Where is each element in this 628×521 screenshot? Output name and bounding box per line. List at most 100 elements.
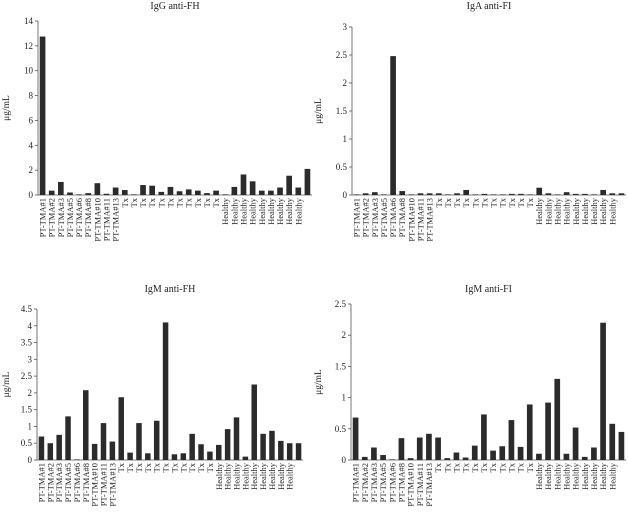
igm-anti-fi-bar bbox=[416, 437, 423, 460]
igg-anti-fh-category-label: Healthy bbox=[257, 197, 267, 225]
igg-anti-fh-bar bbox=[112, 187, 119, 195]
igg-anti-fh-y-tick-label: 14 bbox=[24, 16, 34, 26]
igm-anti-fh-category-label: Healthy bbox=[232, 462, 242, 490]
igg-anti-fh-bar bbox=[304, 168, 311, 195]
igm-anti-fh-category-label: PT-TMA#10 bbox=[90, 463, 100, 507]
iga-anti-fi-bar bbox=[399, 191, 406, 195]
igg-anti-fh-bar bbox=[277, 187, 283, 195]
igm-anti-fi-category-label: Tx bbox=[516, 462, 526, 472]
igg-anti-fh-bar bbox=[286, 175, 292, 195]
igm-anti-fi-bar bbox=[600, 322, 606, 460]
iga-anti-fi-bar bbox=[618, 193, 625, 195]
igm-anti-fh-bar bbox=[153, 420, 160, 460]
igm-anti-fi-bar bbox=[508, 420, 515, 460]
iga-anti-fi-bar bbox=[509, 193, 515, 195]
iga-anti-fi-y-tick-label: 0 bbox=[343, 190, 348, 200]
igm-anti-fh-bar bbox=[251, 384, 257, 460]
igg-anti-fh-category-label: Healthy bbox=[293, 197, 303, 225]
iga-anti-fi-bar bbox=[490, 194, 497, 195]
igg-anti-fh-y-tick-label: 6 bbox=[29, 115, 34, 125]
igm-anti-fi-bar bbox=[389, 459, 396, 460]
igg-anti-fh-bar bbox=[85, 193, 92, 195]
igm-anti-fh-category-label: Tx bbox=[161, 462, 171, 472]
igm-anti-fi-bar bbox=[563, 453, 570, 460]
igm-anti-fi-bar bbox=[462, 457, 469, 460]
iga-anti-fi-category-label: Tx bbox=[470, 197, 480, 207]
igm-anti-fh-bar bbox=[56, 434, 62, 460]
igm-anti-fh-category-label: PT-TMA#2 bbox=[45, 463, 55, 502]
iga-anti-fi-bar bbox=[463, 189, 469, 195]
iga-anti-fi-y-tick-label: 0.5 bbox=[336, 162, 348, 172]
igg-anti-fh-bar bbox=[167, 186, 174, 195]
igg-anti-fh-bar bbox=[176, 191, 183, 195]
igm-anti-fh-bar bbox=[38, 436, 45, 460]
igg-anti-fh-bar bbox=[76, 194, 82, 195]
iga-anti-fi-y-tick-label: 3 bbox=[343, 22, 348, 32]
iga-anti-fi-category-label: PT-TMA#10 bbox=[406, 198, 416, 242]
igm-anti-fi-bar bbox=[581, 456, 588, 460]
iga-anti-fi-category-label: Tx bbox=[443, 197, 453, 207]
igm-anti-fh-category-label: PT-TMA#13 bbox=[107, 463, 117, 507]
iga-anti-fi-category-label: PT-TMA#5 bbox=[379, 198, 389, 237]
igg-anti-fh-bar bbox=[268, 190, 274, 195]
iga-anti-fi-bar bbox=[481, 193, 488, 195]
iga-anti-fi-category-label: Tx bbox=[489, 197, 499, 207]
igm-anti-fi-y-tick-label: 1.5 bbox=[335, 361, 347, 371]
igg-anti-fh-y-tick-label: 0 bbox=[29, 190, 34, 200]
iga-anti-fi-y-tick-label: 2.5 bbox=[336, 50, 348, 60]
igg-anti-fh-category-label: Tx bbox=[120, 197, 130, 207]
igm-anti-fh-bar bbox=[295, 443, 302, 460]
igm-anti-fh-category-label: Tx bbox=[125, 462, 135, 472]
igg-anti-fh-title: IgG anti-FH bbox=[150, 1, 199, 12]
igm-anti-fi-category-label: Tx bbox=[470, 462, 480, 472]
igm-anti-fi-category-label: PT-TMA#1 bbox=[351, 463, 361, 502]
igg-anti-fh-category-label: PT-TMA#13 bbox=[111, 198, 121, 242]
igg-anti-fh-bar bbox=[195, 190, 201, 195]
iga-anti-fi-bar bbox=[417, 193, 424, 195]
igg-anti-fh-bar bbox=[140, 185, 146, 195]
iga-anti-fi-category-label: Tx bbox=[498, 197, 508, 207]
igm-anti-fh-category-label: PT-TMA#6 bbox=[72, 463, 82, 502]
igg-anti-fh-bar bbox=[103, 193, 110, 195]
igm-anti-fi-category-label: Healthy bbox=[589, 462, 599, 490]
iga-anti-fi-y-axis-label: μg/mL bbox=[314, 98, 324, 124]
igm-anti-fi-bar bbox=[371, 447, 377, 460]
igm-anti-fh-category-label: PT-TMA#11 bbox=[99, 463, 109, 506]
igg-anti-fh-bar bbox=[240, 174, 247, 195]
iga-anti-fi-category-label: Tx bbox=[516, 197, 526, 207]
igm-anti-fh-bar bbox=[91, 443, 98, 460]
iga-anti-fi-y-tick-label: 1 bbox=[343, 134, 348, 144]
igm-anti-fi-category-label: Healthy bbox=[543, 462, 553, 490]
igm-anti-fi-category-label: Tx bbox=[442, 462, 452, 472]
iga-anti-fi-bar bbox=[499, 194, 506, 195]
igg-anti-fh-category-label: Tx bbox=[147, 197, 157, 207]
igm-anti-fi-bar bbox=[618, 431, 625, 460]
iga-anti-fi-category-label: Tx bbox=[461, 197, 471, 207]
iga-anti-fi-category-label: Healthy bbox=[589, 197, 599, 225]
igg-anti-fh-category-label: Tx bbox=[138, 197, 148, 207]
igm-anti-fi-bar bbox=[554, 378, 561, 460]
igg-anti-fh-category-label: PT-TMA#5 bbox=[65, 198, 75, 237]
igm-anti-fi-y-axis-label: μg/mL bbox=[314, 369, 324, 395]
igm-anti-fh-category-label: Tx bbox=[134, 462, 144, 472]
iga-anti-fi-y-tick-label: 2 bbox=[343, 78, 348, 88]
igg-anti-fh-category-label: PT-TMA#3 bbox=[56, 198, 66, 237]
igm-anti-fh-category-label: Healthy bbox=[249, 462, 259, 490]
igm-anti-fi-bar bbox=[380, 455, 386, 460]
igm-anti-fi-bar bbox=[490, 450, 496, 460]
iga-anti-fi-bar bbox=[572, 193, 579, 195]
igm-anti-fh-bar bbox=[260, 433, 266, 460]
igm-anti-fi-bar bbox=[426, 433, 432, 460]
igm-anti-fi-category-label: Healthy bbox=[534, 462, 544, 490]
igm-anti-fi-y-tick-label: 1 bbox=[342, 393, 347, 403]
igm-anti-fi-category-label: PT-TMA#8 bbox=[396, 463, 406, 502]
igm-anti-fi-category-label: PT-TMA#10 bbox=[406, 463, 416, 507]
igm-anti-fi-bar bbox=[361, 456, 368, 460]
igm-anti-fi-y-tick-label: 2.5 bbox=[335, 299, 347, 309]
igg-anti-fh-bar bbox=[48, 190, 55, 195]
igm-anti-fi-category-label: Tx bbox=[497, 462, 507, 472]
iga-anti-fi-category-label: Tx bbox=[434, 197, 444, 207]
igm-anti-fh-bar bbox=[198, 444, 204, 460]
iga-anti-fi-bar bbox=[390, 56, 396, 196]
